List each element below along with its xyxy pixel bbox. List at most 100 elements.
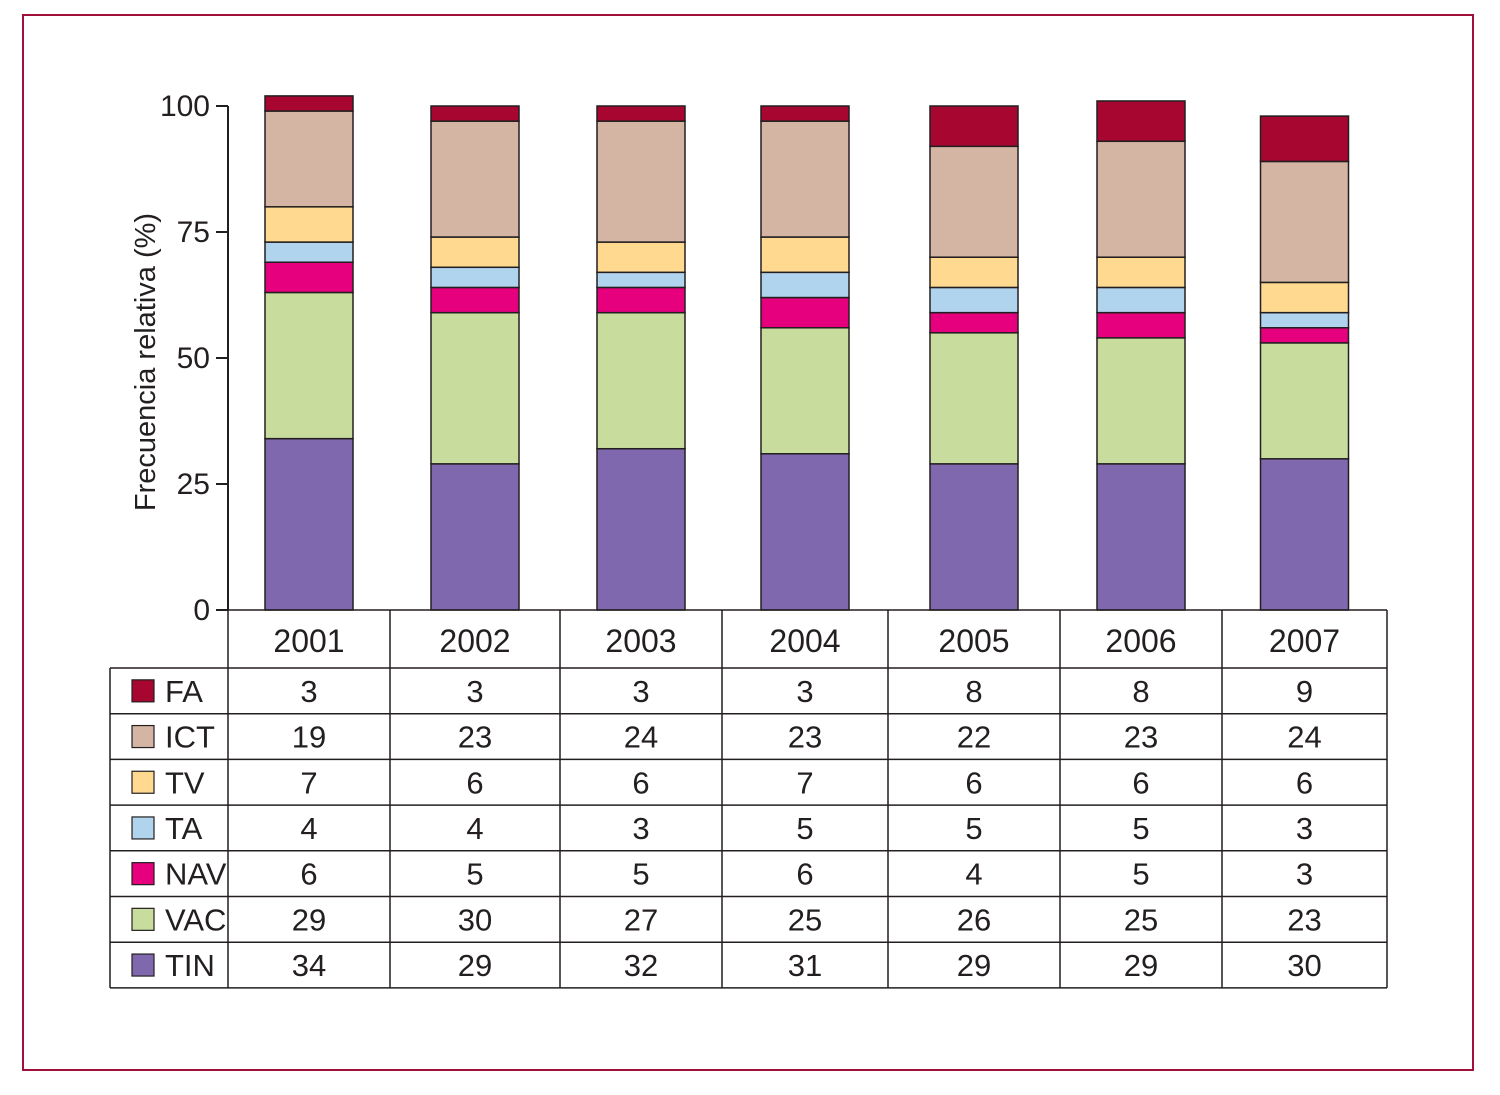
bar-segment-ta: [1259, 311, 1350, 329]
bar-segment-nav: [264, 261, 354, 294]
figure-frame: [22, 14, 1474, 1071]
table-cell-value: 30: [458, 902, 492, 937]
table-cell-value: 3: [466, 674, 483, 709]
bar-segment-tin: [929, 463, 1019, 611]
bar-segment-tin: [264, 437, 354, 611]
bar-segment-vac: [1096, 337, 1186, 465]
bar-segment-fa: [264, 95, 354, 112]
year-header: 2004: [769, 623, 840, 659]
bar-segment-tin: [596, 447, 686, 611]
bar-segment-ict: [1259, 160, 1350, 284]
y-axis-label: Frecuencia relativa (%): [130, 213, 162, 511]
y-tick-label: 75: [177, 216, 210, 249]
table-cell-value: 24: [624, 720, 658, 755]
table-cell-value: 6: [632, 765, 649, 800]
bar-segment-vac: [760, 327, 850, 455]
table-cell-value: 5: [965, 811, 982, 846]
legend-swatch-tin: [131, 953, 155, 977]
legend-label: TIN: [165, 948, 215, 983]
table-cell-value: 6: [965, 765, 982, 800]
table-cell-value: 9: [1296, 674, 1313, 709]
bar-segment-tin: [760, 453, 850, 611]
table-cell-value: 23: [458, 720, 492, 755]
y-tick-label: 100: [160, 90, 210, 123]
bar-segment-tv: [430, 236, 520, 269]
table-cell-value: 29: [292, 902, 326, 937]
bar-segment-ict: [929, 145, 1019, 258]
table-cell-value: 3: [632, 674, 649, 709]
table-cell-value: 3: [632, 811, 649, 846]
legend-swatch-vac: [131, 907, 155, 931]
legend-label: ICT: [165, 720, 215, 755]
bar-segment-tv: [264, 206, 354, 243]
table-cell-value: 26: [957, 902, 991, 937]
bar-segment-ict: [264, 110, 354, 208]
bar-segment-nav: [596, 286, 686, 314]
table-cell-value: 5: [466, 857, 483, 892]
table-cell-value: 4: [466, 811, 483, 846]
table-cell-value: 5: [796, 811, 813, 846]
bar-segment-fa: [596, 105, 686, 122]
table-cell-value: 29: [1124, 948, 1158, 983]
year-header: 2003: [605, 623, 676, 659]
legend-label: VAC: [165, 902, 226, 937]
bar-segment-ta: [929, 286, 1019, 314]
table-cell-value: 19: [292, 720, 326, 755]
table-cell-value: 3: [796, 674, 813, 709]
legend-label: FA: [165, 674, 203, 709]
bar-segment-nav: [760, 296, 850, 329]
table-cell-value: 22: [957, 720, 991, 755]
year-header: 2001: [273, 623, 344, 659]
legend-label: TA: [165, 811, 203, 846]
year-header: 2007: [1269, 623, 1340, 659]
year-header: 2005: [938, 623, 1009, 659]
bar-segment-tin: [1096, 463, 1186, 611]
table-cell-value: 29: [458, 948, 492, 983]
table-cell-value: 3: [1296, 811, 1313, 846]
bar-segment-tv: [1096, 256, 1186, 289]
bar-segment-nav: [1259, 327, 1350, 344]
table-cell-value: 6: [1296, 765, 1313, 800]
legend-label: NAV: [165, 857, 227, 892]
bar-segment-vac: [1259, 342, 1350, 460]
y-tick-label: 50: [177, 342, 210, 375]
table-cell-value: 24: [1287, 720, 1321, 755]
table-cell-value: 27: [624, 902, 658, 937]
legend-label: TV: [165, 765, 205, 800]
bar-segment-ta: [760, 271, 850, 299]
table-cell-value: 6: [466, 765, 483, 800]
bar-segment-ict: [760, 120, 850, 238]
bar-segment-fa: [1259, 115, 1350, 163]
table-cell-value: 4: [965, 857, 982, 892]
table-cell-value: 8: [965, 674, 982, 709]
table-cell-value: 34: [292, 948, 326, 983]
table-cell-value: 3: [300, 674, 317, 709]
bar-segment-tv: [596, 241, 686, 274]
data-table: 2001 2002 2003 2004 2005 2006 2007 FA 3 3 3 3 8 8 9 ICT…: [109, 609, 1388, 989]
legend-swatch-tv: [131, 770, 155, 794]
bar-segment-tv: [760, 236, 850, 274]
bar-segment-ict: [1096, 140, 1186, 258]
legend-swatch-ict: [131, 724, 155, 749]
bar-segment-nav: [430, 286, 520, 314]
bar-segment-ta: [596, 271, 686, 289]
table-cell-value: 5: [632, 857, 649, 892]
y-tick-label: 0: [193, 594, 210, 627]
table-cell-value: 6: [796, 857, 813, 892]
legend-swatch-ta: [131, 816, 155, 840]
bar-segment-vac: [264, 291, 354, 440]
bar-segment-ta: [1096, 286, 1186, 314]
bar-segment-ict: [596, 120, 686, 243]
bar-segment-tv: [1259, 281, 1350, 314]
bar-segment-ta: [264, 241, 354, 263]
table-cell-value: 25: [1124, 902, 1158, 937]
table-cell-value: 4: [300, 811, 317, 846]
bar-segment-vac: [430, 311, 520, 465]
bar-segment-tin: [430, 463, 520, 611]
bar-segment-tin: [1259, 458, 1350, 611]
y-axis: 0 25 50 75 100: [160, 90, 229, 627]
table-cell-value: 6: [300, 857, 317, 892]
table-cell-value: 5: [1132, 811, 1149, 846]
bar-segment-fa: [929, 105, 1019, 148]
